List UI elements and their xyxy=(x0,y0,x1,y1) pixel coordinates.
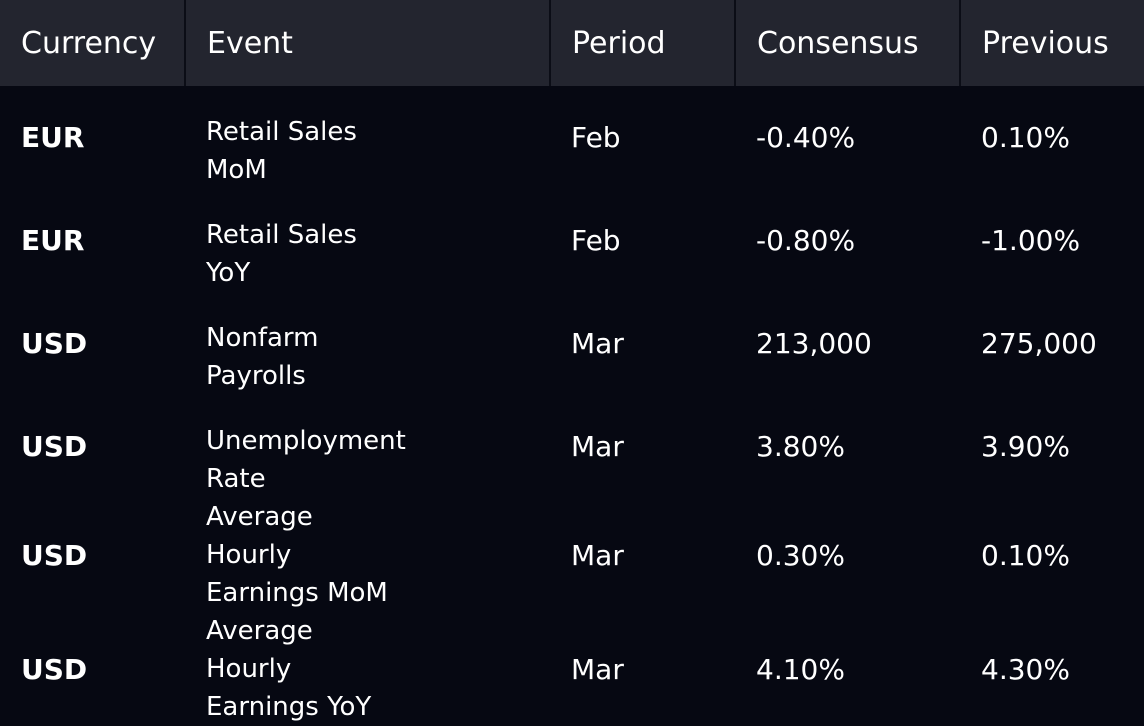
table-row: USD Unemployment Rate Mar 3.80% 3.90% xyxy=(0,395,1144,498)
event-cell: Nonfarm Payrolls xyxy=(206,323,319,391)
previous-cell: 3.90% xyxy=(981,430,1070,463)
consensus-cell: 0.30% xyxy=(756,538,845,572)
consensus-cell: 213,000 xyxy=(756,327,872,360)
currency-cell: USD xyxy=(21,430,88,463)
table-row: USD Average Hourly Earnings MoM Mar 0.30… xyxy=(0,498,1144,612)
currency-cell: USD xyxy=(21,327,88,360)
period-cell: Mar xyxy=(571,538,624,572)
consensus-cell: 4.10% xyxy=(756,652,845,686)
previous-cell: 0.10% xyxy=(981,121,1070,154)
event-cell: Unemployment Rate xyxy=(206,426,406,494)
table-row: EUR Retail Sales MoM Feb -0.40% 0.10% xyxy=(0,86,1144,189)
previous-cell: 275,000 xyxy=(981,327,1097,360)
table-row: USD Average Hourly Earnings YoY Mar 4.10… xyxy=(0,612,1144,726)
currency-cell: EUR xyxy=(21,224,85,257)
consensus-cell: -0.40% xyxy=(756,121,856,154)
event-cell: Retail Sales MoM xyxy=(206,117,357,185)
currency-cell: EUR xyxy=(21,121,85,154)
event-cell: Average Hourly Earnings MoM xyxy=(206,502,388,608)
header-currency: Currency xyxy=(21,25,157,61)
period-cell: Mar xyxy=(571,327,624,360)
event-cell: Average Hourly Earnings YoY xyxy=(206,616,372,722)
currency-cell: USD xyxy=(21,652,88,686)
header-row: Currency Event Period Consensus Previous xyxy=(0,0,1144,86)
previous-cell: -1.00% xyxy=(981,224,1081,257)
previous-cell: 0.10% xyxy=(981,538,1070,572)
header-event: Event xyxy=(184,0,550,86)
consensus-cell: -0.80% xyxy=(756,224,856,257)
table-row: EUR Retail Sales YoY Feb -0.80% -1.00% xyxy=(0,189,1144,292)
previous-cell: 4.30% xyxy=(981,652,1070,686)
table-row: USD Nonfarm Payrolls Mar 213,000 275,000 xyxy=(0,292,1144,395)
period-cell: Feb xyxy=(571,224,621,257)
period-cell: Feb xyxy=(571,121,621,154)
period-cell: Mar xyxy=(571,430,624,463)
table-body: EUR Retail Sales MoM Feb -0.40% 0.10% EU… xyxy=(0,86,1144,726)
consensus-cell: 3.80% xyxy=(756,430,845,463)
table-header: Currency Event Period Consensus Previous xyxy=(0,0,1144,86)
header-previous: Previous xyxy=(959,0,1144,86)
header-period: Period xyxy=(549,0,735,86)
currency-cell: USD xyxy=(21,538,88,572)
header-consensus: Consensus xyxy=(734,0,960,86)
event-cell: Retail Sales YoY xyxy=(206,220,357,288)
period-cell: Mar xyxy=(571,652,624,686)
